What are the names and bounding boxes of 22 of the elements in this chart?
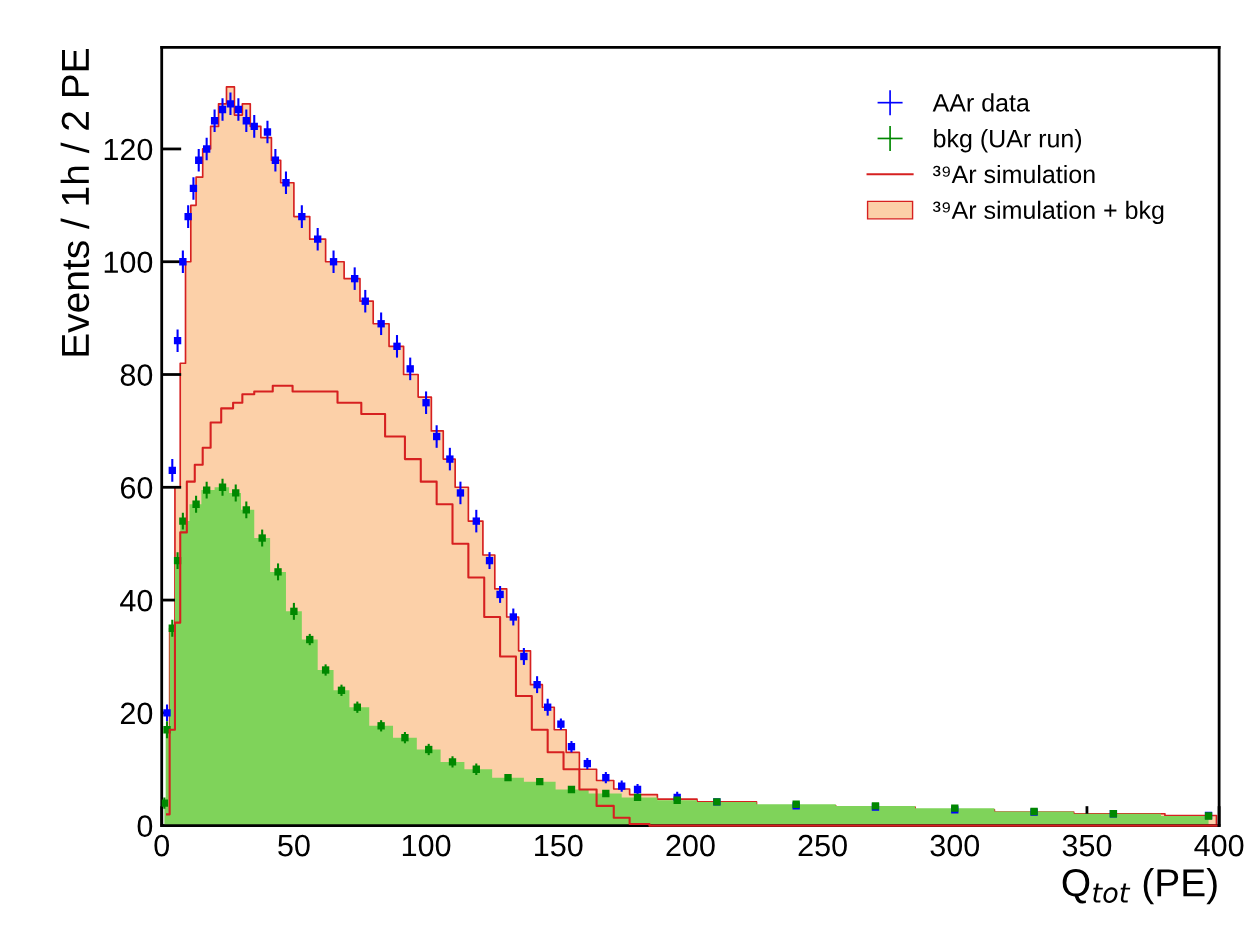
x-axis-title: Q$_{tot}$ (PE) xyxy=(1062,868,1217,905)
x-tick-label: 250 xyxy=(798,834,847,857)
y-tick-label: 80 xyxy=(120,364,153,386)
y-tick-label: 20 xyxy=(120,702,153,725)
y-tick-label: 0 xyxy=(137,815,153,837)
y-tick-label: 120 xyxy=(104,138,153,161)
y-tick-label: 100 xyxy=(104,251,153,274)
x-tick-label: 100 xyxy=(402,834,451,857)
x-tick-label: 50 xyxy=(278,834,310,857)
x-tick-label: 400 xyxy=(1194,834,1244,857)
legend-label: AAr data xyxy=(932,93,1030,112)
y-tick-label: 40 xyxy=(120,589,153,612)
legend-label: ³⁹Ar simulation + bkg xyxy=(932,200,1164,225)
x-tick-label: 150 xyxy=(535,834,583,857)
y-tick-label: 60 xyxy=(120,477,153,499)
legend-label: bkg (UAr run) xyxy=(934,129,1082,153)
x-tick-label: 0 xyxy=(154,834,170,857)
x-tick-label: 300 xyxy=(930,834,980,857)
y-axis-title: Events / 1h / 2 PE xyxy=(60,49,90,356)
x-tick-label: 200 xyxy=(666,834,715,857)
legend-label: ³⁹Ar simulation xyxy=(932,164,1095,184)
x-tick-label: 350 xyxy=(1062,834,1112,857)
